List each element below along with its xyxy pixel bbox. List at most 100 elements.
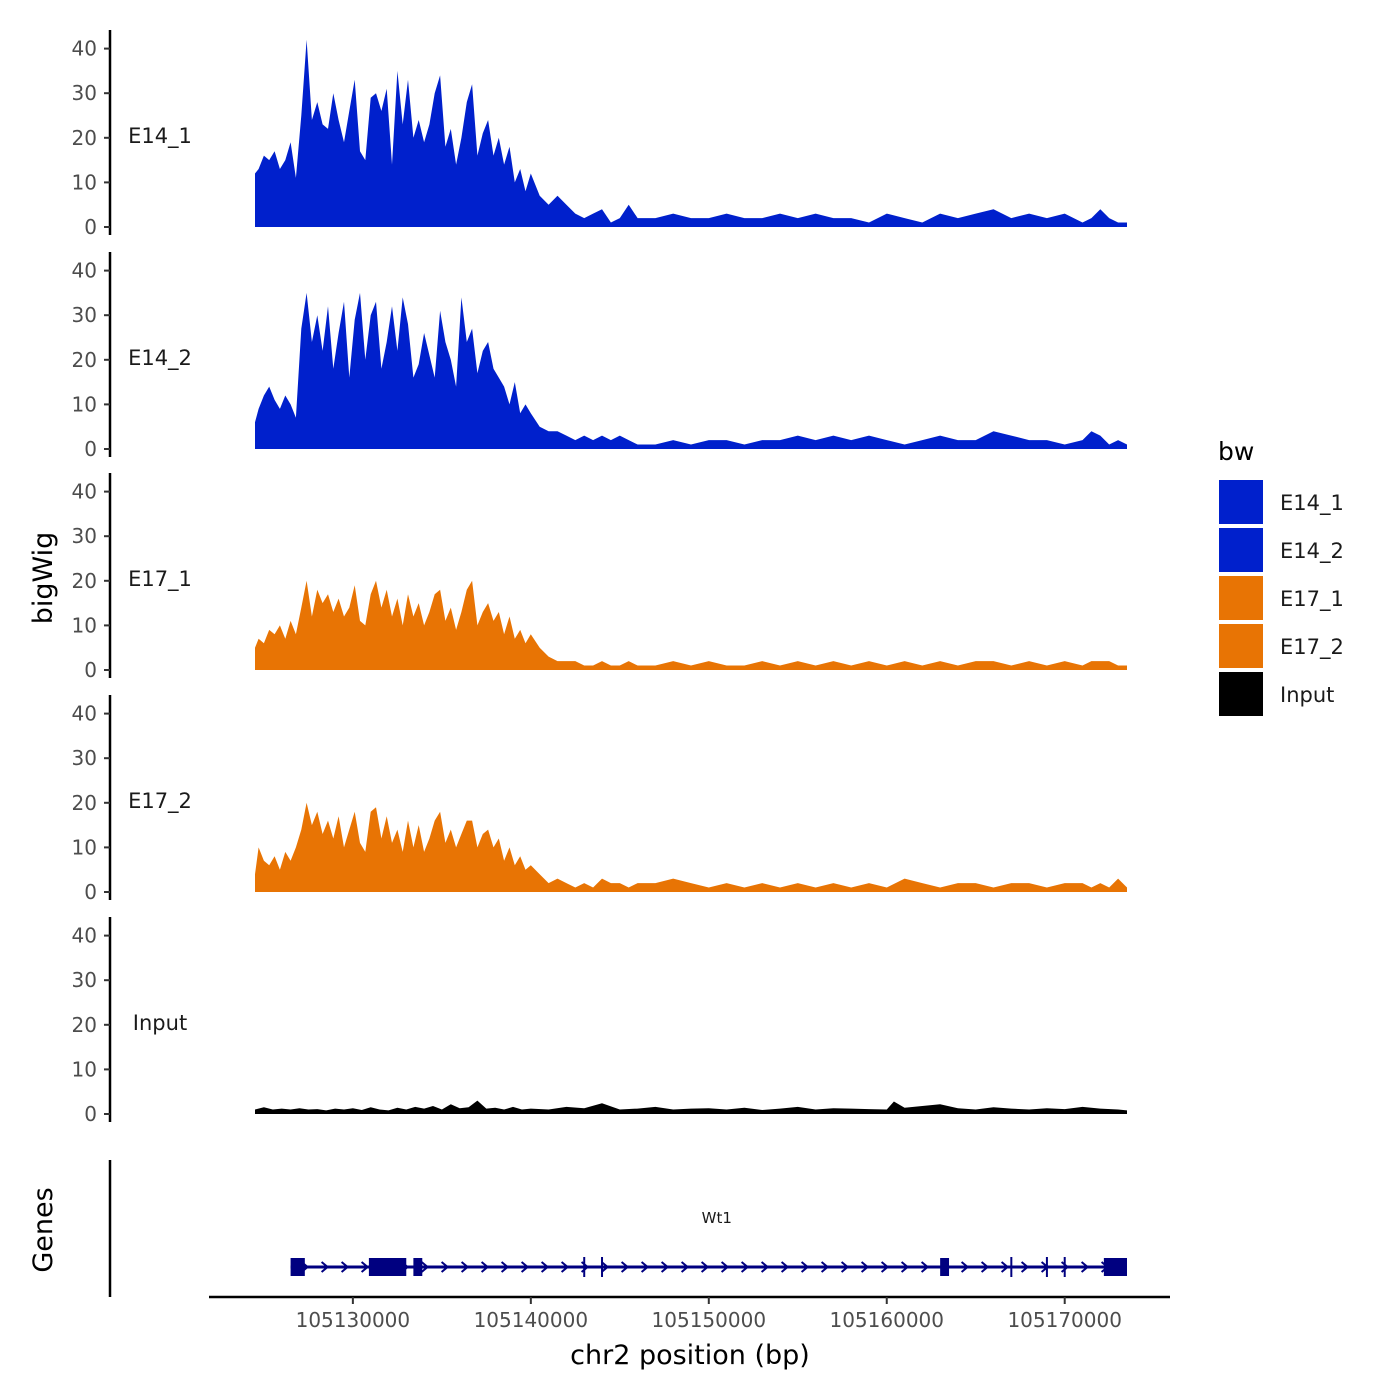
track-label: E17_1 — [128, 567, 192, 592]
y-tick-label: 20 — [72, 791, 97, 815]
y-tick-label: 30 — [72, 746, 97, 770]
x-tick-label: 105160000 — [829, 1308, 944, 1332]
coverage-area-e17-1 — [255, 580, 1127, 670]
y-tick-label: 20 — [72, 1013, 97, 1037]
strand-arrow — [840, 1261, 850, 1273]
coverage-area-input — [255, 1100, 1127, 1114]
strand-arrow — [480, 1261, 490, 1273]
exon — [1103, 1258, 1127, 1276]
strand-arrow — [640, 1261, 650, 1273]
strand-arrow — [900, 1261, 910, 1273]
strand-arrow — [360, 1261, 370, 1273]
strand-arrow — [760, 1261, 770, 1273]
y-tick-label: 10 — [72, 170, 97, 194]
strand-arrow — [740, 1261, 750, 1273]
legend-item-input[interactable]: Input — [1219, 672, 1334, 716]
y-tick-label: 0 — [84, 658, 97, 682]
strand-arrow — [800, 1261, 810, 1273]
legend-item-e14-2[interactable]: E14_2 — [1219, 528, 1344, 572]
legend-item-e14-1[interactable]: E14_1 — [1219, 480, 1344, 524]
strand-arrow — [420, 1261, 430, 1273]
y-tick-label: 0 — [84, 1102, 97, 1126]
track-e17-2: 0 10 20 30 40 E17_2 — [72, 695, 1127, 904]
strand-arrow — [860, 1261, 870, 1273]
exon — [290, 1258, 305, 1276]
coverage-area-e14-1 — [255, 39, 1127, 228]
strand-arrow — [560, 1261, 570, 1273]
strand-arrow — [540, 1261, 550, 1273]
y-axis-title: bigWig — [28, 532, 59, 625]
legend-item-e17-2[interactable]: E17_2 — [1219, 624, 1344, 668]
strand-arrow — [340, 1261, 350, 1273]
legend-swatch — [1219, 528, 1263, 572]
legend-label: Input — [1280, 683, 1334, 707]
track-e17-1: 0 10 20 30 40 E17_1 — [72, 473, 1127, 682]
genes-track-title: Genes — [28, 1187, 59, 1272]
gene-track: Wt1 — [108, 1160, 1127, 1297]
track-e14-2: 0 10 20 30 40 E14_2 — [72, 252, 1127, 461]
y-tick-label: 40 — [72, 702, 97, 726]
y-tick-label: 40 — [72, 924, 97, 948]
y-tick-label: 40 — [72, 259, 97, 283]
track-label: Input — [133, 1011, 187, 1035]
strand-arrow — [600, 1261, 610, 1273]
exon — [940, 1258, 950, 1276]
strand-arrow — [1000, 1261, 1010, 1273]
legend-swatch — [1219, 576, 1263, 620]
legend-swatch — [1219, 672, 1263, 716]
y-tick-label: 40 — [72, 480, 97, 504]
x-axis-title: chr2 position (bp) — [570, 1340, 810, 1371]
y-tick-label: 10 — [72, 613, 97, 637]
x-tick-label: 105150000 — [652, 1308, 767, 1332]
y-tick-label: 10 — [72, 835, 97, 859]
y-tick-label: 20 — [72, 569, 97, 593]
coverage-tracks: 0 10 20 30 40 E14_1 0 10 20 30 40 E14_2 0 10 20 30 40 E17… — [72, 30, 1127, 1126]
y-tick-label: 10 — [72, 1057, 97, 1081]
y-tick-label: 30 — [72, 303, 97, 327]
strand-arrow — [460, 1261, 470, 1273]
y-tick-label: 30 — [72, 524, 97, 548]
coverage-area-e14-2 — [255, 292, 1127, 449]
x-tick-label: 105170000 — [1007, 1308, 1122, 1332]
strand-arrow — [520, 1261, 530, 1273]
strand-arrow — [1080, 1261, 1090, 1273]
strand-arrow — [500, 1261, 510, 1273]
track-e14-1: 0 10 20 30 40 E14_1 — [72, 30, 1127, 239]
y-tick-label: 40 — [72, 37, 97, 61]
legend-item-e17-1[interactable]: E17_1 — [1219, 576, 1344, 620]
y-tick-label: 20 — [72, 126, 97, 150]
strand-arrow — [700, 1261, 710, 1273]
y-tick-label: 0 — [84, 437, 97, 461]
gene-name-label: Wt1 — [702, 1209, 732, 1227]
strand-arrow — [1060, 1261, 1070, 1273]
x-tick-label: 105130000 — [296, 1308, 411, 1332]
coverage-area-e17-2 — [255, 802, 1127, 892]
legend-title: bw — [1218, 437, 1254, 466]
y-tick-label: 30 — [72, 968, 97, 992]
x-axis: 105130000 105140000 105150000 105160000 1051… — [209, 1295, 1170, 1332]
exon — [368, 1258, 407, 1276]
strand-arrow — [920, 1261, 930, 1273]
y-tick-label: 20 — [72, 348, 97, 372]
legend[interactable]: bw E14_1 E14_2 E17_1 E17_2 Input — [1218, 437, 1344, 716]
exon — [413, 1258, 423, 1276]
track-input: 0 10 20 30 40 Input — [72, 917, 1127, 1126]
strand-arrow — [780, 1261, 790, 1273]
legend-label: E17_2 — [1280, 635, 1344, 660]
strand-arrow — [720, 1261, 730, 1273]
track-label: E14_1 — [128, 124, 192, 149]
strand-arrow — [820, 1261, 830, 1273]
strand-arrow — [880, 1261, 890, 1273]
track-label: E14_2 — [128, 346, 192, 371]
strand-arrow — [660, 1261, 670, 1273]
strand-arrow — [980, 1261, 990, 1273]
y-tick-label: 0 — [84, 215, 97, 239]
legend-label: E14_2 — [1280, 539, 1344, 564]
legend-label: E14_1 — [1280, 491, 1344, 516]
strand-arrow — [620, 1261, 630, 1273]
strand-arrow — [320, 1261, 330, 1273]
legend-swatch — [1219, 624, 1263, 668]
y-tick-label: 10 — [72, 392, 97, 416]
track-label: E17_2 — [128, 789, 192, 814]
